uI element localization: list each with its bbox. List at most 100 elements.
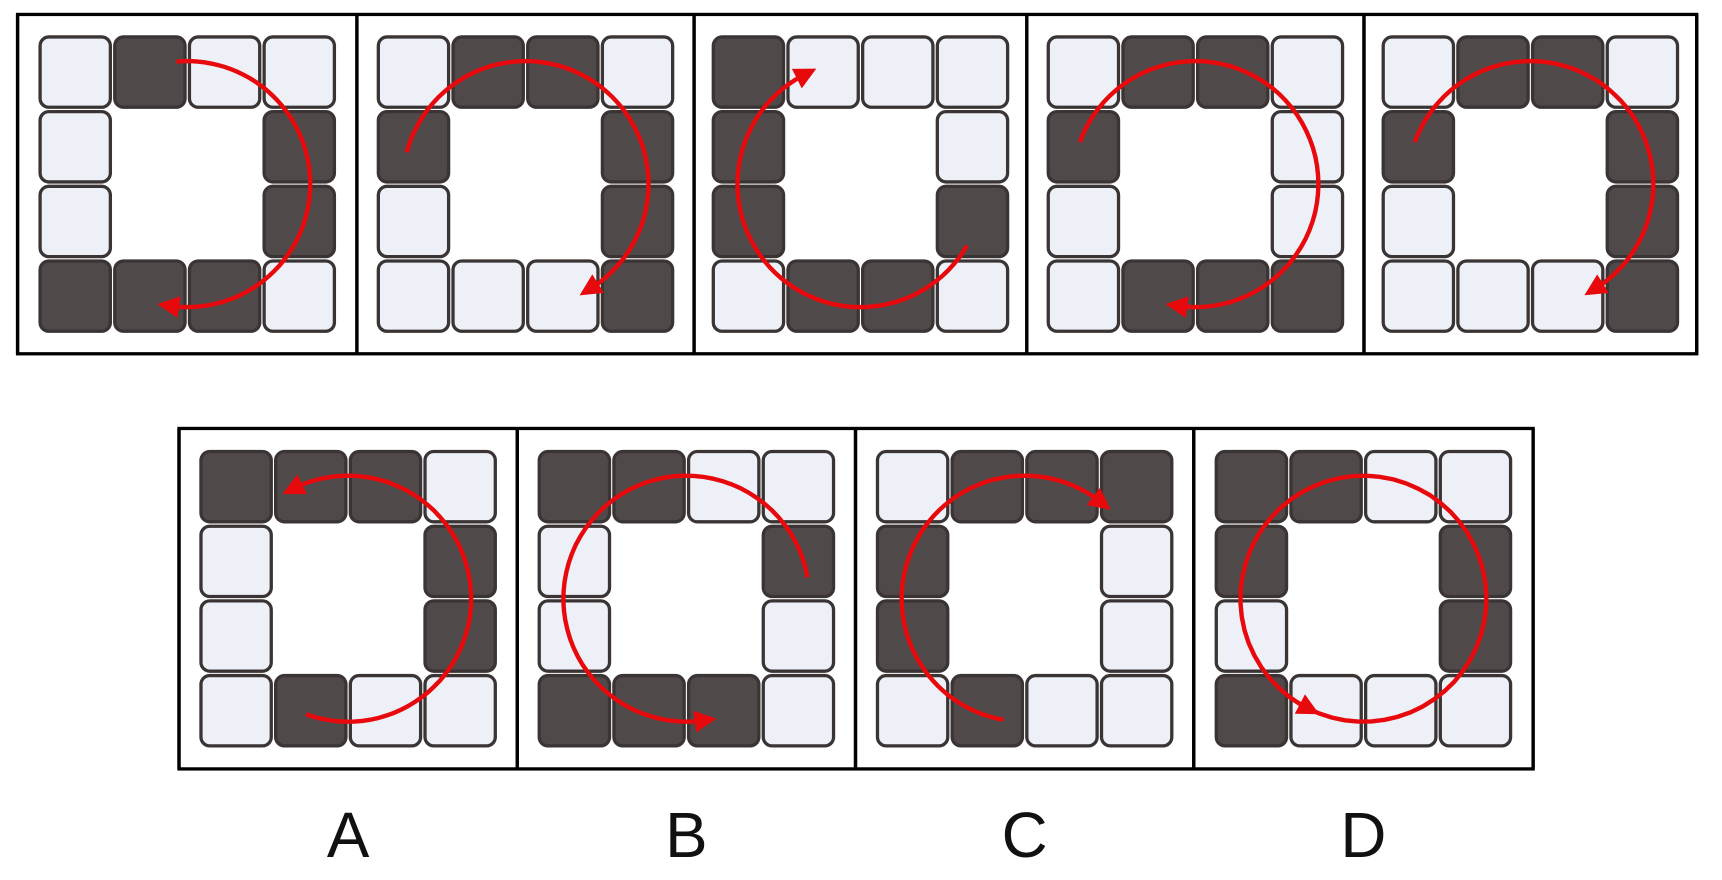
dark-cell [686,673,761,748]
dark-cell [1025,449,1099,524]
dark-cell [1530,35,1605,109]
dark-cell [1214,449,1289,524]
dark-cell [1605,109,1680,184]
light-cell [376,35,451,109]
light-cell [38,109,113,184]
rotation-arrow [282,473,474,724]
dark-cell [423,524,497,599]
dark-cell [262,109,337,184]
light-cell [1381,259,1456,333]
dark-cell [1605,184,1680,259]
dark-cell [537,673,612,748]
light-cell [935,259,1010,333]
dark-cell [711,35,786,109]
light-cell [376,184,451,259]
dark-cell [786,259,860,333]
light-cell [711,259,786,333]
dark-cell [376,109,451,184]
light-cell [861,35,935,109]
dark-cell [187,259,262,333]
rotation-arrow [1077,58,1321,319]
light-cell [1381,184,1456,259]
dark-cell [1046,109,1121,184]
light-cell [1046,184,1121,259]
light-cell [761,673,836,748]
light-cell [348,673,423,748]
rotation-arrow [1238,473,1489,724]
dark-cell [711,109,786,184]
dark-cell [1214,524,1289,599]
light-cell [1025,673,1099,748]
light-cell [423,673,497,748]
light-cell [38,184,113,259]
dark-cell [600,109,675,184]
light-cell [1214,599,1289,673]
light-cell [262,35,337,109]
dark-cell [1099,449,1174,524]
light-cell [875,673,950,748]
light-cell [1270,35,1345,109]
light-cell [1046,259,1121,333]
dark-cell [711,184,786,259]
light-cell [1438,449,1513,524]
dark-cell [1456,35,1530,109]
dark-cell [1438,599,1513,673]
light-cell [761,599,836,673]
light-cell [1381,35,1456,109]
dark-cell [113,259,187,333]
light-cell [1099,524,1174,599]
dark-cell [1270,259,1345,333]
light-cell [38,35,113,109]
dark-cell [612,449,686,524]
rotation-arrow [561,473,810,733]
dark-cell [950,449,1025,524]
dark-cell [537,449,612,524]
light-cell [199,599,273,673]
light-cell [423,449,497,524]
dark-cell [262,184,337,259]
dark-cell [1438,524,1513,599]
dark-cell [274,449,348,524]
light-cell [1363,673,1438,748]
dark-cell [1195,259,1270,333]
light-cell [1270,109,1345,184]
light-cell [875,449,950,524]
light-cell [1530,259,1605,333]
light-cell [1605,35,1680,109]
light-cell [935,109,1010,184]
rotation-arrow [157,58,313,319]
light-cell [1270,184,1345,259]
dark-cell [1121,35,1195,109]
option-label: A [327,800,370,871]
dark-cell [1195,35,1270,109]
dark-cell [38,259,113,333]
dark-cell [761,524,836,599]
light-cell [199,524,273,599]
dark-cell [950,673,1025,748]
light-cell [187,35,262,109]
light-cell [1438,673,1513,748]
dark-cell [526,35,600,109]
dark-cell [875,524,950,599]
light-cell [451,259,525,333]
dark-cell [348,449,423,524]
light-cell [1363,449,1438,524]
light-cell [1456,259,1530,333]
dark-cell [451,35,525,109]
dark-cell [600,259,675,333]
dark-cell [113,35,187,109]
light-cell [199,673,273,748]
light-cell [935,35,1010,109]
dark-cell [600,184,675,259]
dark-cell [423,599,497,673]
light-cell [262,259,337,333]
dark-cell [1121,259,1195,333]
light-cell [686,449,761,524]
rotation-arrow [1412,58,1656,296]
light-cell [1046,35,1121,109]
dark-cell [612,673,686,748]
light-cell [537,599,612,673]
dark-cell [199,449,273,524]
light-cell [786,35,860,109]
